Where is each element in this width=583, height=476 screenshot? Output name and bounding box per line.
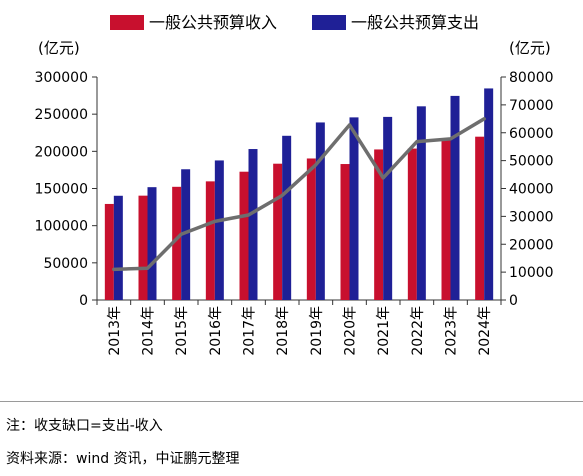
x-tick-label: 2019年 (309, 306, 325, 356)
revenue-bar-2 (138, 195, 148, 300)
source-note: 资料来源：wind 资讯，中证鹏元整理 (6, 451, 240, 467)
x-tick-label: 2024年 (477, 306, 493, 356)
expenditure-bar-5 (248, 149, 258, 300)
right-tick-label: 30000 (509, 209, 554, 225)
revenue-bar-4 (205, 181, 215, 300)
left-tick-label: 200000 (35, 144, 88, 160)
left-tick-label: 50000 (43, 256, 88, 272)
right-tick-label: 60000 (509, 126, 554, 142)
x-tick-label: 2017年 (242, 306, 258, 356)
x-tick-label: 2020年 (343, 306, 359, 356)
x-tick-label: 2022年 (410, 306, 426, 356)
deficit-line (112, 117, 486, 272)
legend-swatch-2 (312, 15, 346, 30)
x-tick-label: 2021年 (376, 306, 392, 356)
expenditure-bar-11 (450, 95, 460, 300)
right-tick-label: 40000 (509, 182, 554, 198)
x-tick-label: 2014年 (141, 306, 157, 356)
expenditure-bar-10 (416, 106, 426, 300)
x-tick-label: 2016年 (208, 306, 224, 356)
left-tick-label: 100000 (35, 219, 88, 235)
right-tick-label: 80000 (509, 70, 554, 86)
right-tick-label: 10000 (509, 265, 554, 281)
left-tick-label: 150000 (35, 182, 88, 198)
revenue-bar-10 (407, 148, 417, 300)
expenditure-bar-2 (147, 187, 157, 300)
expenditure-bar-4 (214, 160, 224, 300)
expenditure-bar-1 (113, 195, 123, 300)
expenditure-bar-8 (349, 117, 359, 301)
x-tick-label: 2023年 (444, 306, 460, 356)
revenue-bar-3 (172, 186, 182, 300)
revenue-bar-12 (475, 136, 485, 300)
combo-chart: 一般公共预算收入 一般公共预算支出(亿元) (亿元)0500001000001500… (35, 13, 554, 356)
divider (0, 401, 583, 402)
revenue-bar-8 (340, 164, 350, 300)
revenue-bar-11 (441, 138, 451, 300)
right-tick-label: 20000 (509, 237, 554, 253)
left-tick-label: 250000 (35, 107, 88, 123)
footnote: 注：收支缺口=支出-收入 (6, 418, 163, 434)
expenditure-bar-6 (282, 135, 292, 300)
right-tick-label: 0 (509, 293, 518, 309)
expenditure-bar-3 (181, 169, 191, 300)
right-axis-unit: (亿元) (509, 39, 551, 57)
expenditure-bar-9 (383, 116, 393, 300)
legend-label-1: 一般公共预算收入 (149, 13, 277, 32)
revenue-bar-9 (374, 149, 384, 300)
legend-label-2: 一般公共预算支出 (351, 13, 479, 32)
left-tick-label: 0 (79, 293, 88, 309)
expenditure-bar-7 (315, 122, 325, 300)
left-tick-label: 300000 (35, 70, 88, 86)
revenue-bar-7 (306, 158, 316, 300)
x-tick-label: 2013年 (107, 306, 123, 356)
right-tick-label: 50000 (509, 154, 554, 170)
revenue-bar-1 (104, 203, 114, 300)
x-tick-label: 2015年 (174, 306, 190, 356)
left-axis-unit: (亿元) (38, 39, 80, 57)
legend-swatch-1 (110, 15, 144, 30)
revenue-bar-5 (239, 171, 249, 300)
x-tick-label: 2018年 (275, 306, 291, 356)
expenditure-bar-12 (484, 88, 494, 300)
revenue-bar-6 (273, 163, 283, 300)
right-tick-label: 70000 (509, 98, 554, 114)
